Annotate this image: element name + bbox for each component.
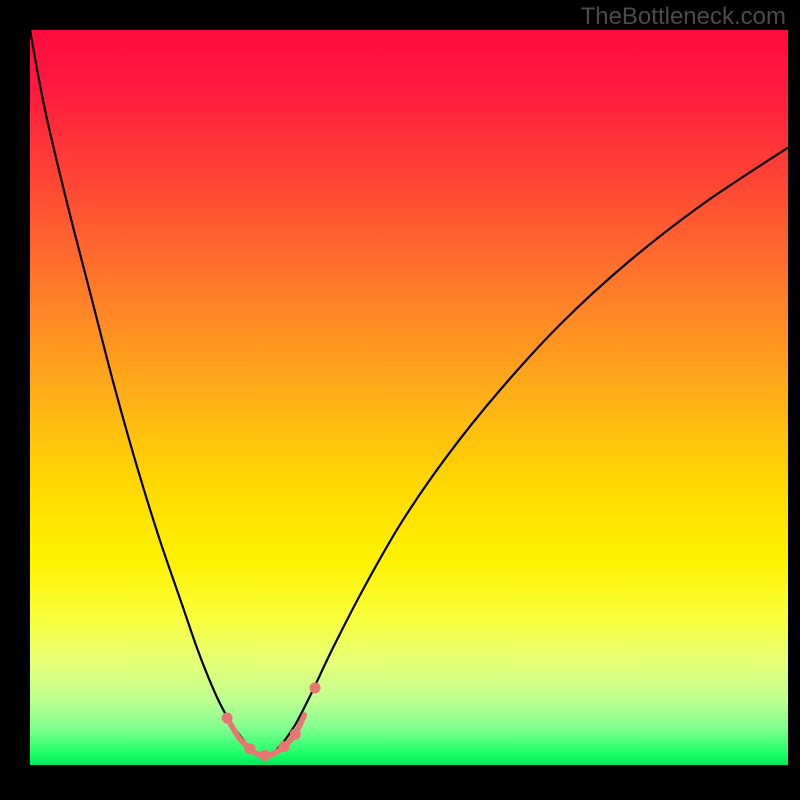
bottleneck-curve-chart xyxy=(0,0,800,800)
marker-dot xyxy=(244,743,255,754)
marker-dot xyxy=(290,729,301,740)
gradient-background xyxy=(30,30,788,765)
chart-container: TheBottleneck.com xyxy=(0,0,800,800)
marker-dot xyxy=(222,712,233,723)
marker-dot xyxy=(310,682,321,693)
marker-dot xyxy=(259,750,270,761)
marker-dot xyxy=(278,741,289,752)
